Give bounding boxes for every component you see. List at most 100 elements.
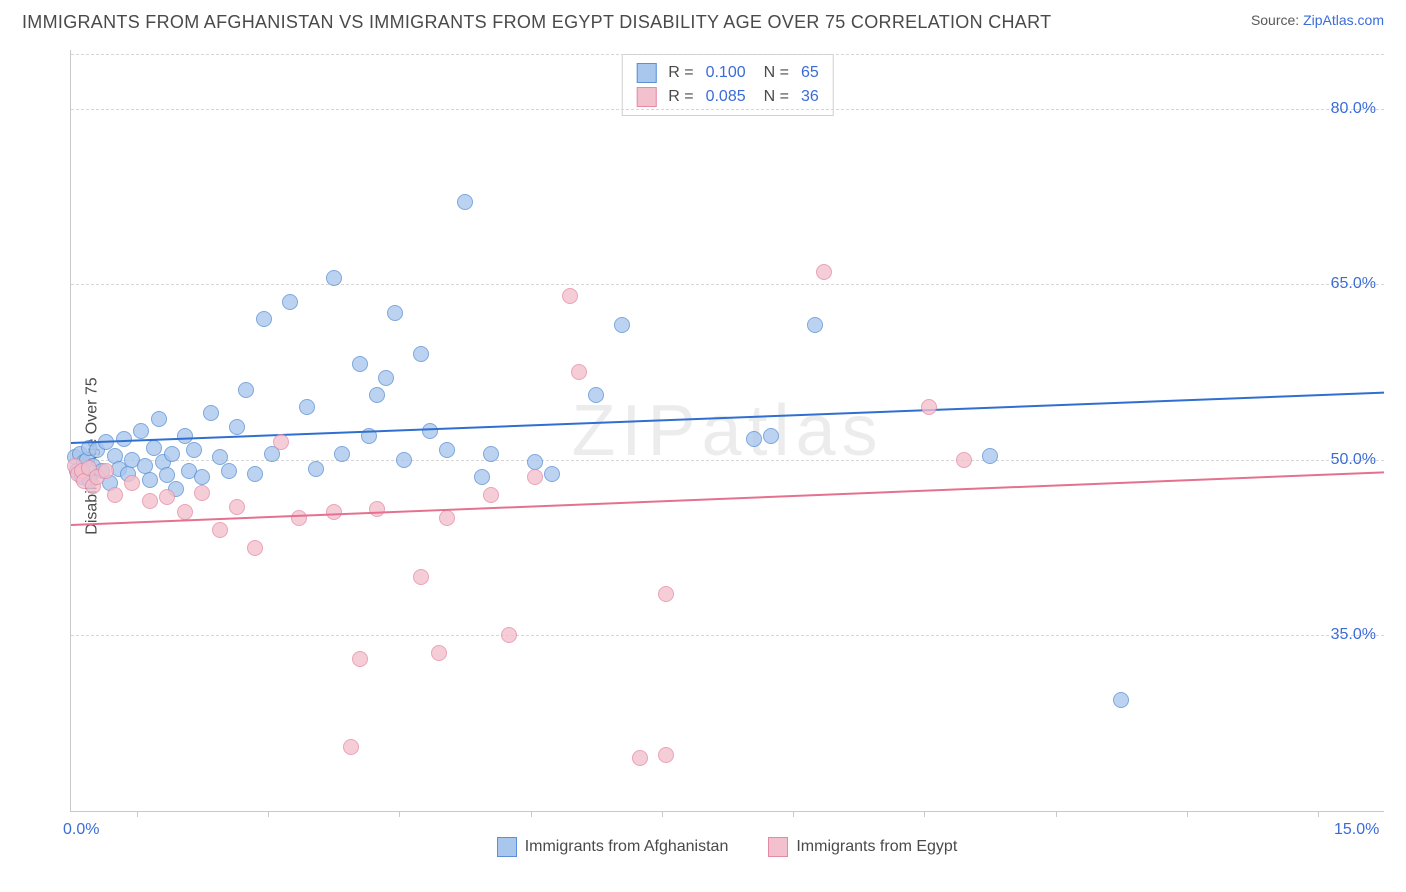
data-point [544, 466, 560, 482]
data-point [658, 586, 674, 602]
gridline [71, 109, 1384, 110]
data-point [413, 569, 429, 585]
data-point [334, 446, 350, 462]
x-tick [268, 811, 269, 817]
data-point [457, 194, 473, 210]
data-point [352, 356, 368, 372]
data-point [378, 370, 394, 386]
legend-bottom: Immigrants from Afghanistan Immigrants fr… [70, 832, 1384, 862]
data-point [247, 540, 263, 556]
legend-stat-row: R = 0.085 N = 36 [636, 85, 819, 109]
data-point [921, 399, 937, 415]
gridline [71, 54, 1384, 55]
legend-series-label: Immigrants from Egypt [796, 838, 957, 856]
y-tick-label: 35.0% [1331, 626, 1376, 644]
data-point [164, 446, 180, 462]
x-tick [1056, 811, 1057, 817]
data-point [142, 472, 158, 488]
data-point [562, 288, 578, 304]
y-tick-label: 50.0% [1331, 451, 1376, 469]
chart-container: Disability Age Over 75 ZIPatlas R =0.100… [22, 50, 1384, 862]
x-tick [662, 811, 663, 817]
source-attribution: Source: ZipAtlas.com [1251, 12, 1384, 28]
data-point [571, 364, 587, 380]
data-point [658, 747, 674, 763]
x-tick [924, 811, 925, 817]
x-tick [1318, 811, 1319, 817]
data-point [229, 419, 245, 435]
legend-swatch [497, 837, 517, 857]
data-point [151, 411, 167, 427]
data-point [177, 504, 193, 520]
legend-stats-box: R = 0.100 N = 65 R = 0.085 N = 36 [621, 54, 834, 116]
data-point [133, 423, 149, 439]
data-point [982, 448, 998, 464]
data-point [474, 469, 490, 485]
data-point [369, 387, 385, 403]
data-point [431, 645, 447, 661]
data-point [299, 399, 315, 415]
legend-n-label: N = [764, 88, 789, 106]
data-point [98, 463, 114, 479]
data-point [387, 305, 403, 321]
legend-r-value: 0.100 [706, 64, 746, 82]
plot-area: ZIPatlas R =0.100N =65R =0.085N =36 35.0… [70, 50, 1384, 812]
data-point [369, 501, 385, 517]
data-point [343, 739, 359, 755]
legend-series-item: Immigrants from Afghanistan [497, 837, 729, 857]
legend-r-label: R = [668, 88, 693, 106]
legend-swatch [768, 837, 788, 857]
gridline [71, 284, 1384, 285]
source-link[interactable]: ZipAtlas.com [1303, 12, 1384, 28]
data-point [326, 270, 342, 286]
chart-title: IMMIGRANTS FROM AFGHANISTAN VS IMMIGRANT… [22, 12, 1051, 33]
data-point [116, 431, 132, 447]
data-point [956, 452, 972, 468]
legend-swatch [636, 87, 656, 107]
legend-n-value: 65 [801, 64, 819, 82]
data-point [212, 522, 228, 538]
data-point [194, 485, 210, 501]
data-point [194, 469, 210, 485]
data-point [229, 499, 245, 515]
data-point [352, 651, 368, 667]
data-point [746, 431, 762, 447]
data-point [308, 461, 324, 477]
legend-r-label: R = [668, 64, 693, 82]
data-point [483, 487, 499, 503]
data-point [816, 264, 832, 280]
data-point [527, 469, 543, 485]
x-tick [1187, 811, 1188, 817]
data-point [291, 510, 307, 526]
data-point [256, 311, 272, 327]
data-point [273, 434, 289, 450]
data-point [247, 466, 263, 482]
data-point [107, 487, 123, 503]
y-tick-label: 80.0% [1331, 100, 1376, 118]
legend-series-item: Immigrants from Egypt [768, 837, 957, 857]
data-point [203, 405, 219, 421]
y-tick-label: 65.0% [1331, 275, 1376, 293]
x-tick [531, 811, 532, 817]
data-point [632, 750, 648, 766]
legend-r-value: 0.085 [706, 88, 746, 106]
source-prefix: Source: [1251, 12, 1303, 28]
data-point [142, 493, 158, 509]
legend-swatch [636, 63, 656, 83]
data-point [439, 442, 455, 458]
data-point [588, 387, 604, 403]
data-point [501, 627, 517, 643]
x-tick [137, 811, 138, 817]
data-point [396, 452, 412, 468]
legend-series-label: Immigrants from Afghanistan [525, 838, 729, 856]
legend-n-value: 36 [801, 88, 819, 106]
data-point [221, 463, 237, 479]
trend-line [71, 471, 1384, 526]
data-point [527, 454, 543, 470]
data-point [186, 442, 202, 458]
data-point [807, 317, 823, 333]
data-point [614, 317, 630, 333]
data-point [1113, 692, 1129, 708]
trend-line [71, 392, 1384, 444]
legend-n-label: N = [764, 64, 789, 82]
